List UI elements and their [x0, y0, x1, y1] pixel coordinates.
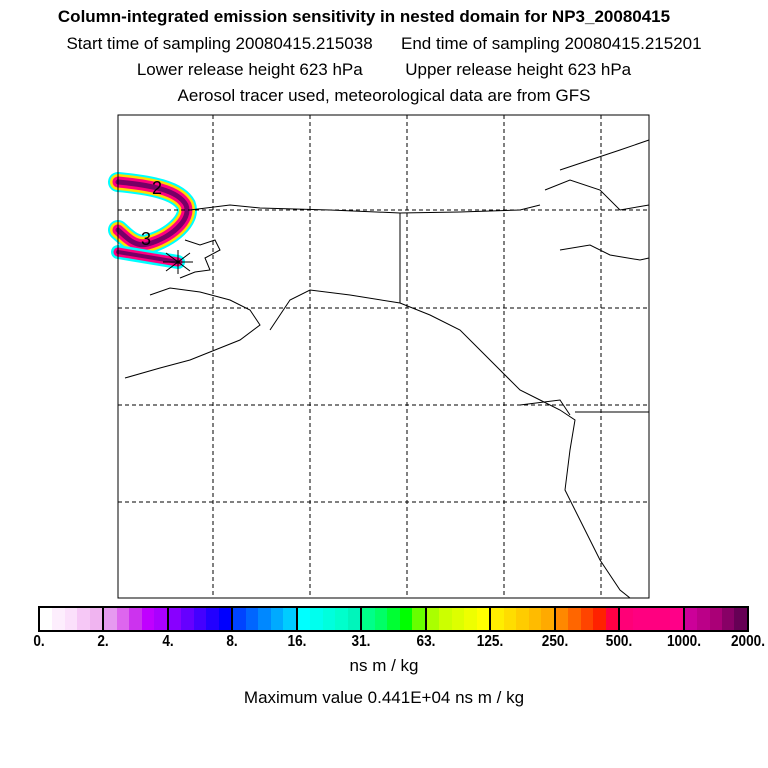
colorbar-cell: [40, 608, 53, 630]
colorbar-section: [297, 608, 363, 630]
colorbar-cell: [605, 608, 619, 630]
colorbar-cell: [347, 608, 361, 630]
colorbar-cell: [387, 608, 400, 630]
plume-band-core: [115, 179, 190, 248]
colorbar-cell: [426, 608, 440, 630]
colorbar-tick-label: 8.: [226, 633, 239, 650]
colorbar-tick-label: 16.: [287, 633, 307, 650]
colorbar-tick-label: 2000.: [730, 633, 766, 650]
colorbar-section: [233, 608, 298, 630]
colorbar-cell: [154, 608, 167, 630]
end-time: End time of sampling 20080415.215201: [401, 34, 702, 53]
release-point-icon: [163, 250, 193, 274]
chart-title: Column-integrated emission sensitivity i…: [57, 7, 671, 26]
colorbar-cell: [310, 608, 323, 630]
colorbar-cell: [77, 608, 90, 630]
colorbar-cell: [104, 608, 117, 630]
plume-label-3: 3: [141, 229, 151, 249]
colorbar-cell: [528, 608, 542, 630]
upper-height: Upper release height 623 hPa: [405, 60, 632, 79]
colorbar-cell: [116, 608, 130, 630]
colorbar-tick-label: 0.: [33, 633, 45, 650]
colorbar-cell: [141, 608, 155, 630]
colorbar-tick-label: 250.: [541, 633, 568, 650]
colorbar-tick-label: 500.: [605, 633, 633, 650]
colorbar-cell: [503, 608, 517, 630]
colorbar-cell: [476, 608, 490, 630]
colorbar-section: [491, 608, 556, 630]
colorbar: [38, 606, 749, 632]
colorbar-cell: [464, 608, 477, 630]
maximum-value: Maximum value 0.441E+04 ns m / kg: [243, 688, 525, 707]
colorbar-section: [104, 608, 169, 630]
colorbar-section: [426, 608, 492, 630]
plume: [108, 172, 197, 269]
colorbar-section: [684, 608, 747, 630]
colorbar-cell: [541, 608, 554, 630]
colorbar-cell: [697, 608, 710, 630]
colorbar-cell: [52, 608, 65, 630]
lower-height: Lower release height 623 hPa: [136, 60, 363, 79]
colorbar-tick-label: 2.: [97, 633, 110, 650]
colorbar-section: [40, 608, 105, 630]
colorbar-cell: [193, 608, 207, 630]
colorbar-cell: [129, 608, 142, 630]
plume-label-2: 2: [152, 178, 162, 198]
colorbar-section: [362, 608, 427, 630]
colorbar-cell: [270, 608, 284, 630]
colorbar-cell: [181, 608, 194, 630]
colorbar-tick-label: 4.: [162, 633, 174, 650]
colorbar-section: [555, 608, 621, 630]
colorbar-cell: [283, 608, 296, 630]
colorbar-tick-label: 1000.: [666, 633, 701, 650]
colorbar-cell: [399, 608, 413, 630]
colorbar-tick-label: 63.: [416, 633, 436, 650]
colorbar-cell: [734, 608, 747, 630]
colorbar-cell: [168, 608, 182, 630]
colorbar-cell: [258, 608, 271, 630]
colorbar-cell: [412, 608, 425, 630]
colorbar-cell: [64, 608, 78, 630]
colorbar-section: [620, 608, 685, 630]
colorbar-cell: [297, 608, 311, 630]
colorbar-cell: [439, 608, 452, 630]
colorbar-cell: [657, 608, 671, 630]
colorbar-units: ns m / kg: [349, 656, 419, 675]
colorbar-cell: [362, 608, 375, 630]
colorbar-cell: [335, 608, 348, 630]
colorbar-cell: [516, 608, 529, 630]
colorbar-cell: [620, 608, 633, 630]
grid-lines: [118, 115, 649, 598]
colorbar-cell: [684, 608, 698, 630]
colorbar-cell: [709, 608, 722, 630]
colorbar-cell: [218, 608, 232, 630]
sampling-times: Start time of sampling 20080415.215038 E…: [0, 34, 768, 54]
colorbar-cell: [568, 608, 581, 630]
colorbar-section: [168, 608, 234, 630]
colorbar-cell: [89, 608, 103, 630]
colorbar-cell: [645, 608, 658, 630]
colorbar-cell: [245, 608, 259, 630]
tracer-info: Aerosol tracer used, meteorological data…: [177, 86, 591, 105]
colorbar-cell: [206, 608, 219, 630]
colorbar-cell: [555, 608, 569, 630]
start-time: Start time of sampling 20080415.215038: [66, 34, 373, 53]
colorbar-cell: [491, 608, 504, 630]
map-frame: [117, 114, 650, 599]
colorbar-tick-label: 31.: [351, 633, 371, 650]
colorbar-cell: [721, 608, 735, 630]
colorbar-cell: [632, 608, 646, 630]
colorbar-tick-label: 125.: [476, 633, 504, 650]
colorbar-cell: [580, 608, 594, 630]
colorbar-cell: [670, 608, 683, 630]
colorbar-cell: [233, 608, 246, 630]
colorbar-cell: [593, 608, 606, 630]
colorbar-cell: [322, 608, 336, 630]
colorbar-cell: [374, 608, 388, 630]
coastlines: [124, 139, 650, 599]
release-heights: Lower release height 623 hPa Upper relea…: [0, 60, 768, 80]
colorbar-cell: [451, 608, 465, 630]
